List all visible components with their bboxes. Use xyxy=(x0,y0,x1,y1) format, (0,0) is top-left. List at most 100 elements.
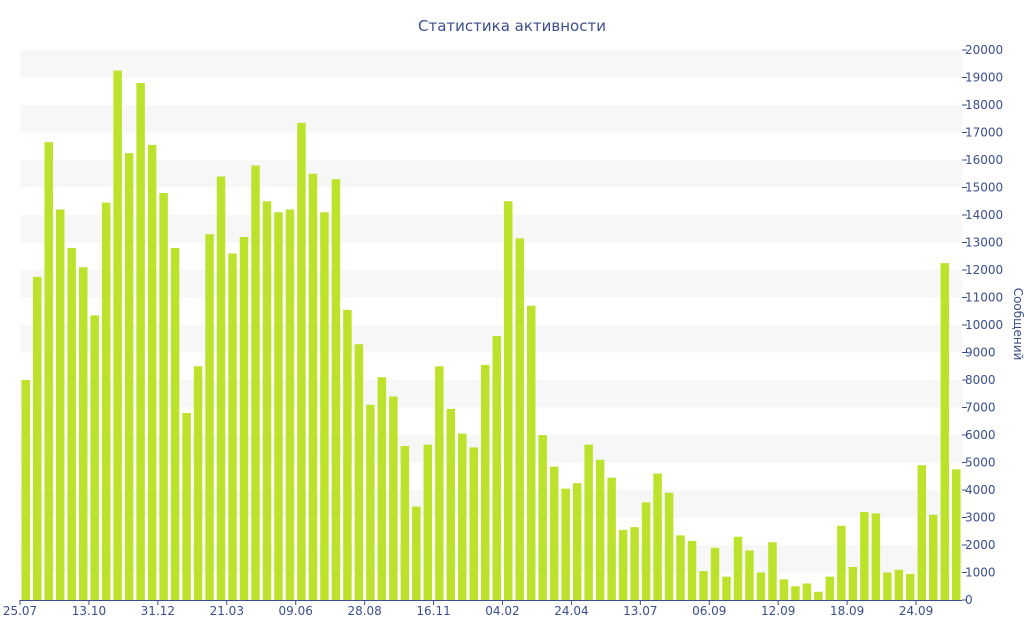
x-tick-label: 31.12 xyxy=(141,604,175,618)
bar-series xyxy=(21,70,961,600)
x-tick-label: 09.06 xyxy=(279,604,313,618)
bar xyxy=(481,364,490,600)
y-tick-label: 10000 xyxy=(965,318,1003,332)
bar xyxy=(147,144,157,600)
bar xyxy=(630,527,639,600)
x-tick-label: 24.09 xyxy=(899,604,933,618)
bar xyxy=(641,502,651,600)
bar xyxy=(825,576,835,600)
y-tick-label: 20000 xyxy=(965,43,1003,57)
bar xyxy=(710,547,720,600)
y-tick-label: 3000 xyxy=(965,511,996,525)
bar xyxy=(802,583,812,600)
bar xyxy=(929,514,938,600)
bar xyxy=(722,576,731,600)
bar xyxy=(595,459,605,600)
bar xyxy=(435,366,444,600)
bar xyxy=(170,248,180,600)
bar xyxy=(572,483,582,600)
bar xyxy=(366,404,375,600)
x-tick-label: 06.09 xyxy=(692,604,726,618)
bar xyxy=(32,276,42,600)
bar xyxy=(618,529,628,600)
x-tick-label: 13.07 xyxy=(623,604,657,618)
bar xyxy=(389,396,398,600)
bar xyxy=(940,263,950,600)
bar xyxy=(285,209,295,600)
bar xyxy=(182,413,191,600)
bar xyxy=(320,212,329,600)
bar xyxy=(67,248,76,600)
y-tick-label: 14000 xyxy=(965,208,1003,222)
bar xyxy=(124,153,134,600)
y-tick-label: 15000 xyxy=(965,181,1003,195)
grid-band xyxy=(20,160,962,188)
bar xyxy=(469,447,479,600)
bar xyxy=(331,179,341,600)
bar xyxy=(883,572,892,600)
chart-title: Статистика активности xyxy=(418,17,606,35)
y-tick-label: 11000 xyxy=(965,291,1003,305)
bar xyxy=(779,579,789,600)
bar xyxy=(791,586,800,600)
bar xyxy=(136,83,145,600)
bar xyxy=(860,512,869,600)
bar xyxy=(917,465,927,600)
bar xyxy=(837,525,846,600)
y-tick-label: 0 xyxy=(965,593,973,607)
bar xyxy=(216,176,226,600)
y-tick-label: 18000 xyxy=(965,98,1003,112)
bar xyxy=(756,572,766,600)
bar xyxy=(446,408,456,600)
x-tick-label: 24.04 xyxy=(554,604,588,618)
bar xyxy=(101,202,111,600)
bar xyxy=(78,267,88,600)
bar xyxy=(377,377,387,600)
bar xyxy=(44,142,53,600)
y-tick-label: 2000 xyxy=(965,538,996,552)
bar xyxy=(906,573,915,600)
y-tick-label: 8000 xyxy=(965,373,996,387)
bar xyxy=(664,492,674,600)
bar xyxy=(205,234,214,600)
bar xyxy=(354,344,364,600)
x-tick-label: 21.03 xyxy=(210,604,244,618)
bar xyxy=(733,536,743,600)
x-tick-label: 12.09 xyxy=(761,604,795,618)
y-tick-label: 16000 xyxy=(965,153,1003,167)
bar xyxy=(113,70,122,600)
bar xyxy=(687,540,697,600)
bar xyxy=(423,444,433,600)
bar xyxy=(871,513,881,600)
y-tick-label: 5000 xyxy=(965,456,996,470)
y-axis-title: Сообщений xyxy=(1011,288,1024,361)
bar xyxy=(297,122,306,600)
y-tick-label: 6000 xyxy=(965,428,996,442)
y-tick-label: 13000 xyxy=(965,236,1003,250)
bar xyxy=(526,305,536,600)
bar xyxy=(458,433,467,600)
bar xyxy=(251,165,260,600)
bar xyxy=(952,469,961,600)
x-tick-label: 18.09 xyxy=(830,604,864,618)
bar xyxy=(515,238,524,600)
bar xyxy=(308,173,318,600)
x-tick-label: 28.08 xyxy=(347,604,381,618)
bar xyxy=(538,435,547,600)
bar xyxy=(676,535,685,600)
bar xyxy=(503,201,513,600)
bar xyxy=(412,506,421,600)
bar xyxy=(492,336,501,600)
bar xyxy=(607,477,616,600)
x-tick-label: 25.07 xyxy=(3,604,37,618)
x-tick-label: 13.10 xyxy=(72,604,106,618)
grid-band xyxy=(20,215,962,243)
bar xyxy=(21,380,30,600)
y-tick-label: 19000 xyxy=(965,71,1003,85)
bar xyxy=(228,253,237,600)
bar xyxy=(561,488,570,600)
bar xyxy=(814,591,823,600)
bar xyxy=(584,444,593,600)
bar xyxy=(262,201,272,600)
bar xyxy=(239,237,249,600)
